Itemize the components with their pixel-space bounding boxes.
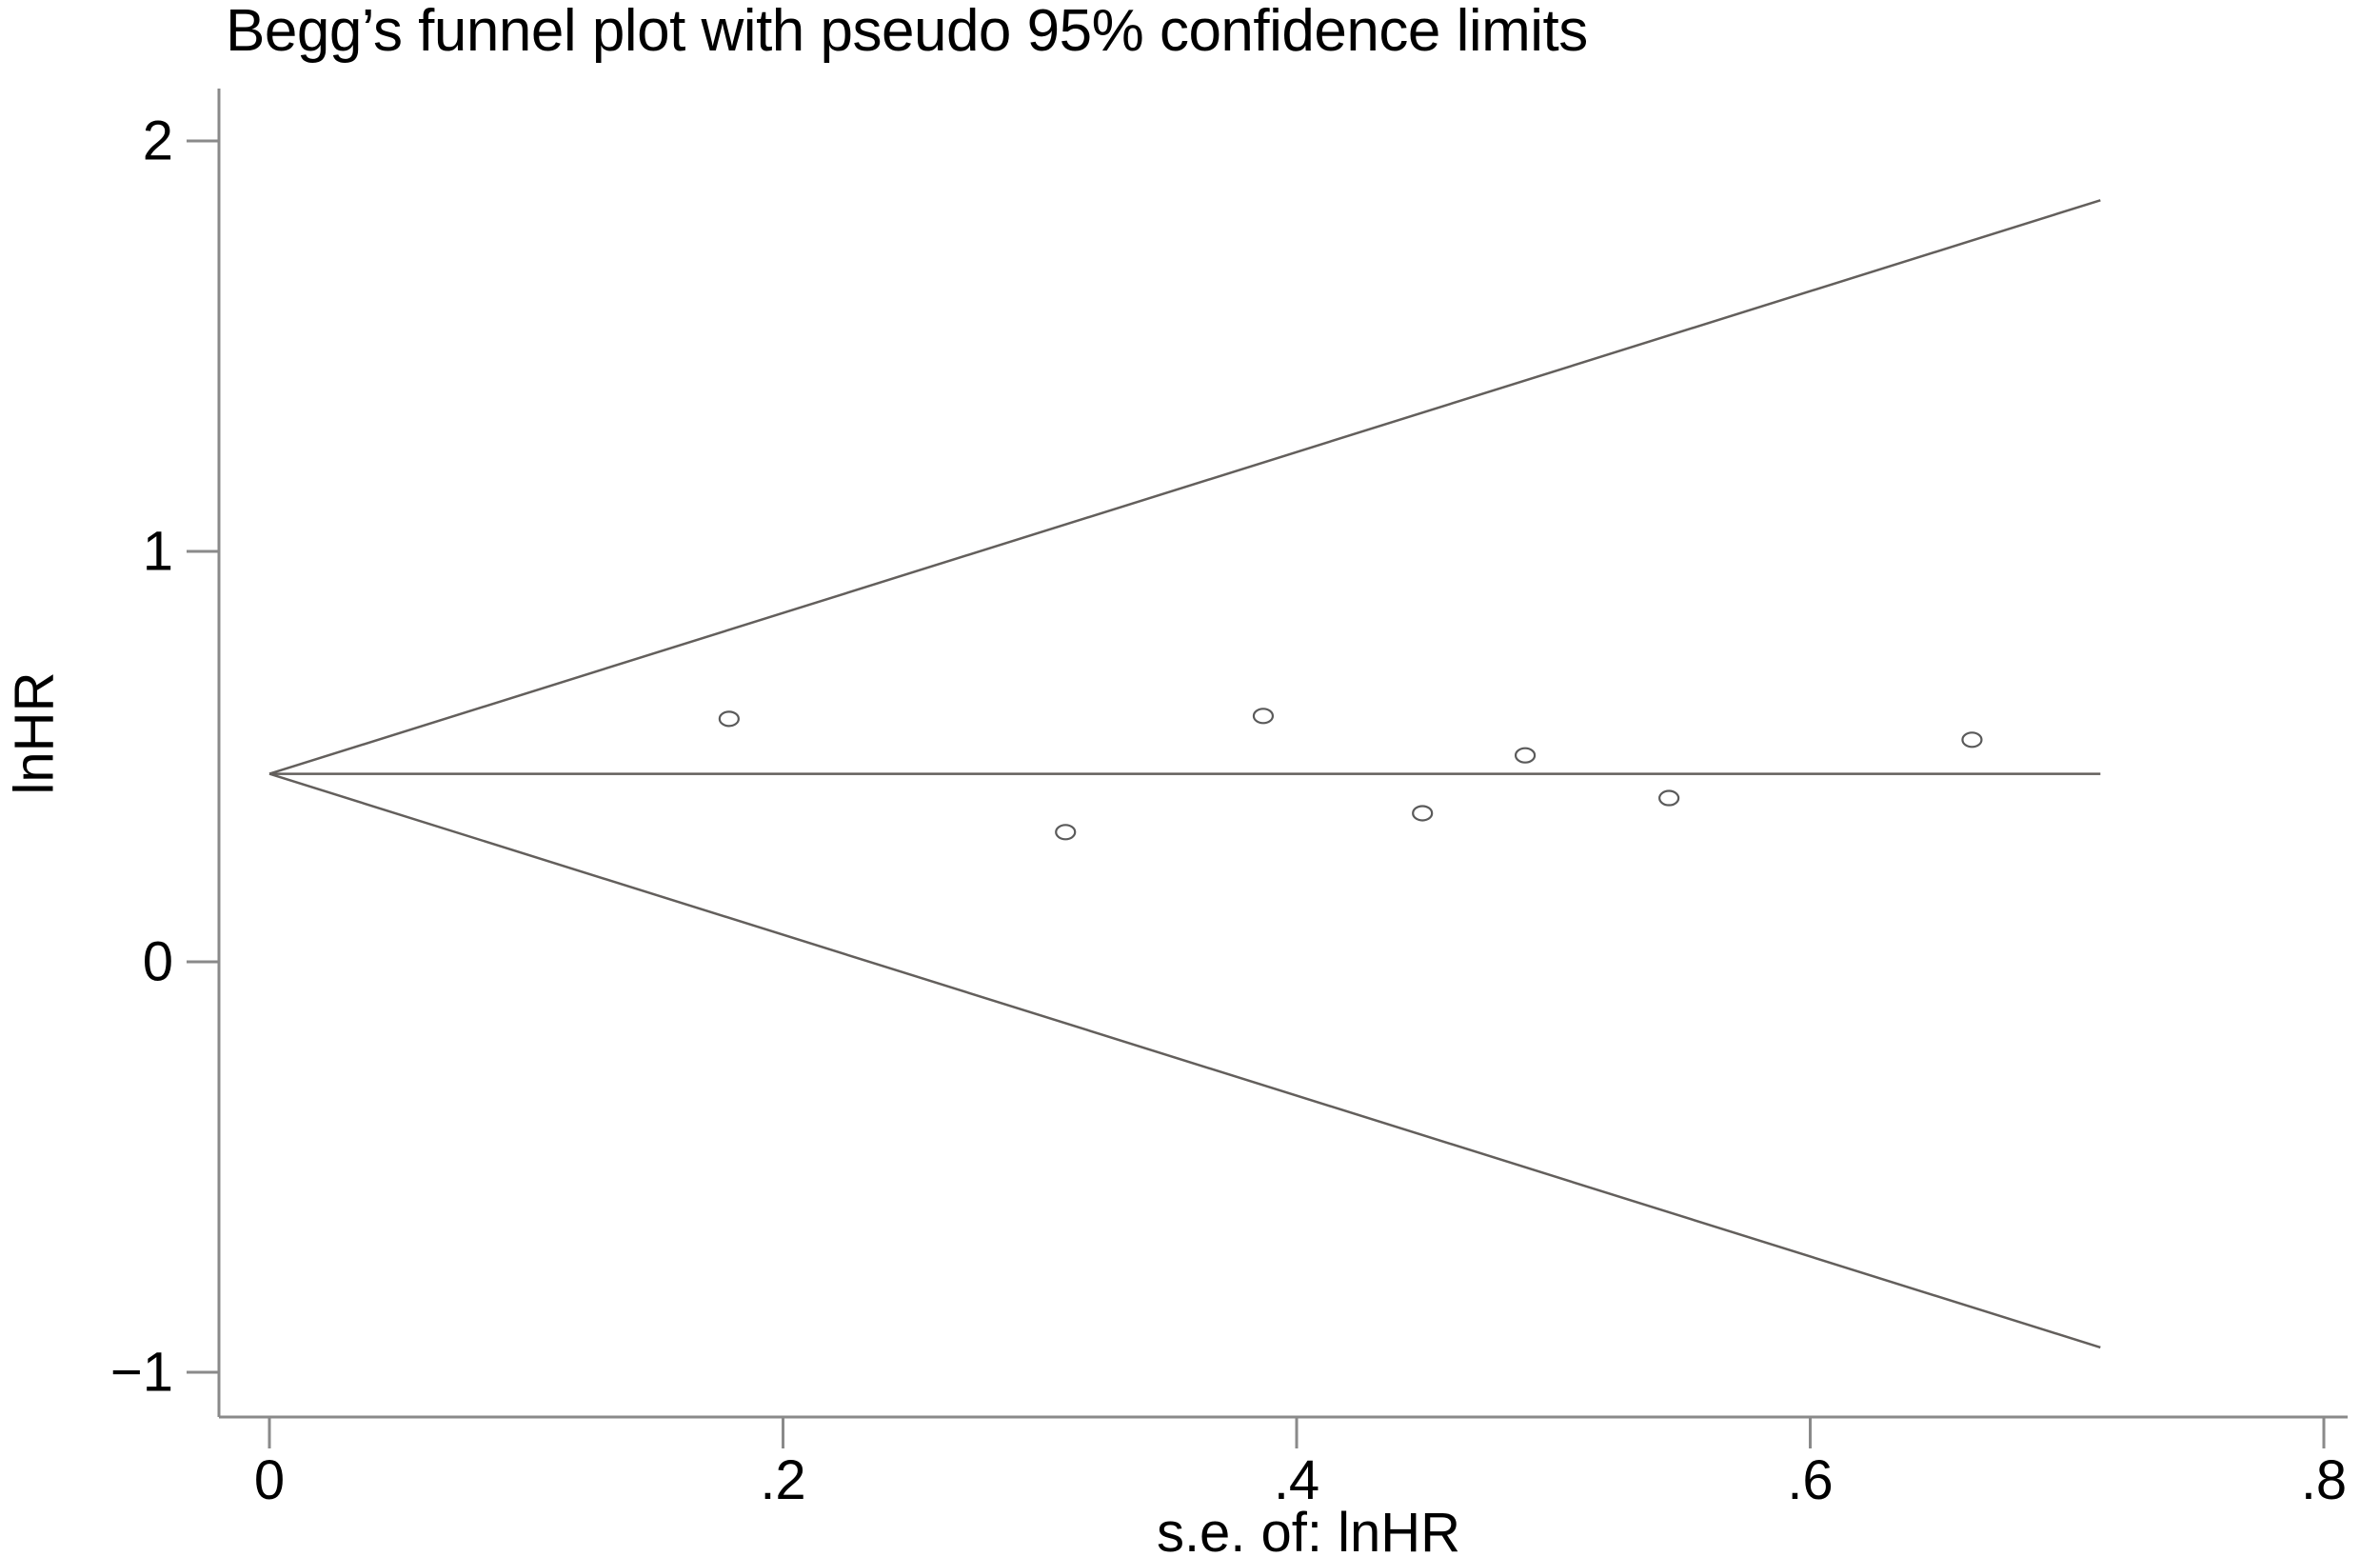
y-tick-label: 0 — [143, 931, 173, 993]
y-tick-label: 2 — [143, 110, 173, 172]
study-point-marker — [1412, 805, 1434, 822]
upper-confidence-limit-line — [268, 199, 2101, 775]
x-tick-label: .4 — [1274, 1449, 1319, 1511]
x-tick-label: 0 — [254, 1449, 285, 1511]
chart-title: Begg’s funnel plot with pseudo 95% confi… — [226, 0, 1588, 64]
x-tick-label: .6 — [1787, 1449, 1833, 1511]
y-tick-label: 1 — [143, 521, 173, 583]
study-point-marker — [718, 710, 740, 728]
study-point-marker — [1658, 789, 1680, 807]
x-axis-title: s.e. of: lnHR — [1156, 1502, 1461, 1557]
study-point-marker — [1961, 731, 1983, 749]
x-tick-label: .8 — [2301, 1449, 2347, 1511]
lower-confidence-limit-line — [268, 772, 2101, 1349]
x-tick-label: .2 — [760, 1449, 805, 1511]
study-point-marker — [1514, 747, 1537, 764]
y-tick-label: −1 — [110, 1342, 173, 1404]
study-point-marker — [1252, 708, 1275, 725]
study-point-marker — [1055, 824, 1077, 841]
